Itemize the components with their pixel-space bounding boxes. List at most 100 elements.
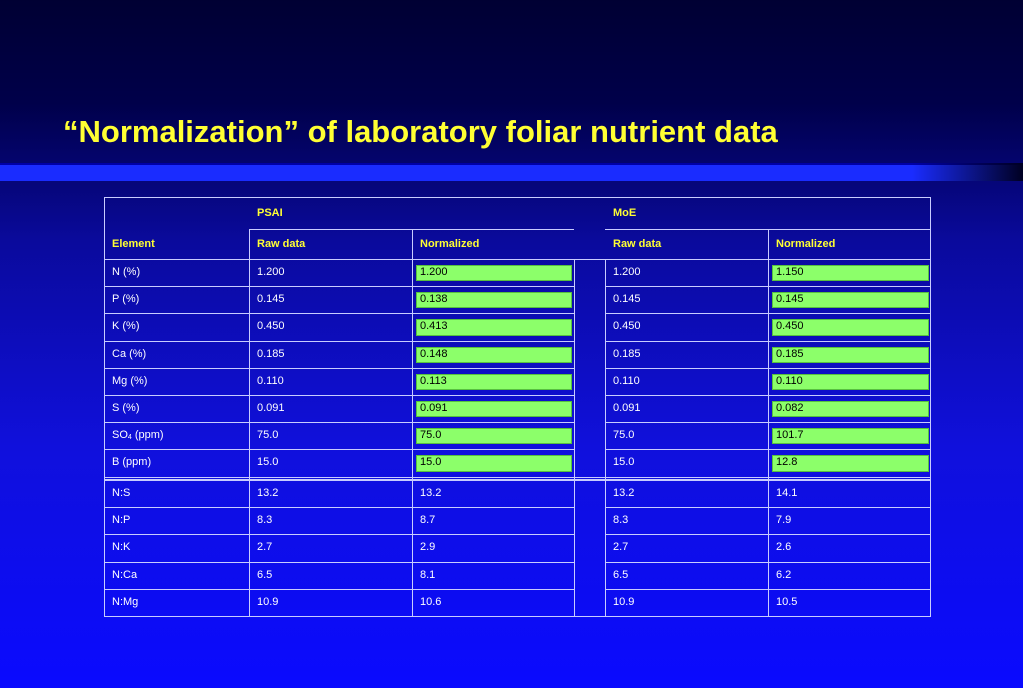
title-divider-fade: [912, 163, 1023, 181]
column-header-label: Normalized: [776, 237, 836, 250]
ratio-row-cell-element: N:K: [104, 534, 249, 561]
column-rule: [574, 259, 575, 616]
nutrient-data-table: PSAI MoE Element Raw data Normalized Raw data…: [104, 197, 931, 617]
value: 0.450: [776, 320, 804, 333]
value: 7.9: [776, 514, 792, 527]
table-border-bottom: [104, 616, 931, 617]
ratio-row-cell-psai-norm: 13.2: [412, 480, 574, 507]
ratio-row-cell-moe-norm: 6.2: [768, 562, 931, 589]
value: 0.413: [420, 320, 448, 333]
ratio-row-cell-psai-norm: 2.9: [412, 534, 574, 561]
group-header-rule: [249, 229, 574, 230]
value: 15.0: [613, 456, 635, 469]
element-label: Ca (%): [112, 347, 147, 360]
ratio-row-cell-moe-raw: 6.5: [605, 562, 768, 589]
nutrient-row-cell-moe-norm: 1.150: [768, 259, 931, 286]
normalized-highlight: [416, 455, 572, 472]
ratio-row-cell-element: N:Mg: [104, 589, 249, 616]
normalized-highlight: [772, 292, 929, 309]
column-header-psai-norm: Normalized: [412, 229, 574, 259]
nutrient-row-cell-element: SO4 (ppm): [104, 422, 249, 449]
value: 0.082: [776, 402, 804, 415]
value: 8.3: [613, 514, 629, 527]
ratio-row-cell-psai-raw: 6.5: [249, 562, 412, 589]
value: 1.200: [257, 266, 285, 279]
normalized-highlight: [416, 428, 572, 445]
value: 101.7: [776, 429, 804, 442]
table-border-top: [104, 197, 931, 198]
value: 0.145: [257, 293, 285, 306]
column-header-moe-norm: Normalized: [768, 229, 931, 259]
slide-title: “Normalization” of laboratory foliar nut…: [63, 114, 778, 149]
nutrient-row-cell-psai-norm: 0.413: [412, 313, 574, 340]
value: 0.091: [257, 402, 285, 415]
group-header-psai: PSAI: [249, 197, 574, 229]
value: 12.8: [776, 456, 798, 469]
normalized-highlight: [772, 346, 929, 363]
nutrient-row-cell-moe-raw: 75.0: [605, 422, 768, 449]
nutrient-row-cell-psai-raw: 0.091: [249, 395, 412, 422]
value: 0.110: [613, 374, 640, 387]
element-label: K (%): [112, 320, 140, 333]
value: 1.150: [776, 266, 804, 279]
nutrient-row-cell-moe-norm: 0.185: [768, 341, 931, 368]
value: 15.0: [257, 456, 279, 469]
element-label: SO4 (ppm): [112, 429, 164, 442]
value: 0.110: [257, 374, 284, 387]
row-rule: [104, 534, 574, 535]
nutrient-row-cell-psai-raw: 0.450: [249, 313, 412, 340]
normalized-highlight: [416, 292, 572, 309]
value: 0.113: [420, 374, 447, 387]
group-header-psai-label: PSAI: [257, 206, 283, 219]
ratio-row-cell-psai-raw: 2.7: [249, 534, 412, 561]
column-header-label: Normalized: [420, 237, 480, 250]
nutrient-row-cell-psai-raw: 0.110: [249, 368, 412, 395]
group-header-moe: MoE: [605, 197, 931, 229]
element-label: Mg (%): [112, 374, 148, 387]
nutrient-row-cell-moe-norm: 101.7: [768, 422, 931, 449]
value: 8.3: [257, 514, 273, 527]
column-rule: [412, 229, 413, 616]
nutrient-row-cell-moe-raw: 0.091: [605, 395, 768, 422]
value: 8.7: [420, 514, 436, 527]
nutrient-row-cell-element: Ca (%): [104, 341, 249, 368]
nutrient-row-cell-moe-norm: 0.450: [768, 313, 931, 340]
value: 0.145: [613, 293, 641, 306]
value: 13.2: [613, 487, 635, 500]
value: 0.145: [776, 293, 804, 306]
ratio-row-cell-moe-raw: 2.7: [605, 534, 768, 561]
element-label: N:Mg: [112, 595, 139, 608]
nutrient-row-cell-moe-norm: 12.8: [768, 449, 931, 476]
value: 10.9: [257, 595, 279, 608]
value: 0.110: [776, 374, 803, 387]
nutrient-row-cell-moe-raw: 15.0: [605, 449, 768, 476]
column-header-label: Element: [112, 237, 155, 250]
normalized-highlight: [416, 319, 572, 336]
element-label: N:K: [112, 541, 131, 554]
nutrient-row-cell-element: K (%): [104, 313, 249, 340]
nutrient-row-cell-element: B (ppm): [104, 449, 249, 476]
value: 75.0: [613, 429, 635, 442]
value: 10.5: [776, 595, 798, 608]
element-label: N:P: [112, 514, 131, 527]
nutrient-row-cell-moe-raw: 0.450: [605, 313, 768, 340]
element-label: B (ppm): [112, 456, 152, 469]
element-label: S (%): [112, 402, 140, 415]
value: 0.450: [613, 320, 641, 333]
value: 1.200: [420, 266, 448, 279]
row-rule: [104, 313, 574, 314]
value: 0.091: [613, 402, 641, 415]
value: 0.185: [257, 347, 285, 360]
value: 0.148: [420, 347, 448, 360]
value: 13.2: [257, 487, 279, 500]
ratio-row-cell-moe-norm: 7.9: [768, 507, 931, 534]
nutrient-row-cell-moe-norm: 0.082: [768, 395, 931, 422]
value: 2.9: [420, 541, 436, 554]
nutrient-row-cell-psai-norm: 75.0: [412, 422, 574, 449]
ratio-row-cell-psai-norm: 10.6: [412, 589, 574, 616]
value: 2.7: [613, 541, 629, 554]
value: 6.5: [257, 568, 273, 581]
normalized-highlight: [772, 428, 929, 445]
column-rule: [768, 229, 769, 616]
normalized-highlight: [772, 319, 929, 336]
